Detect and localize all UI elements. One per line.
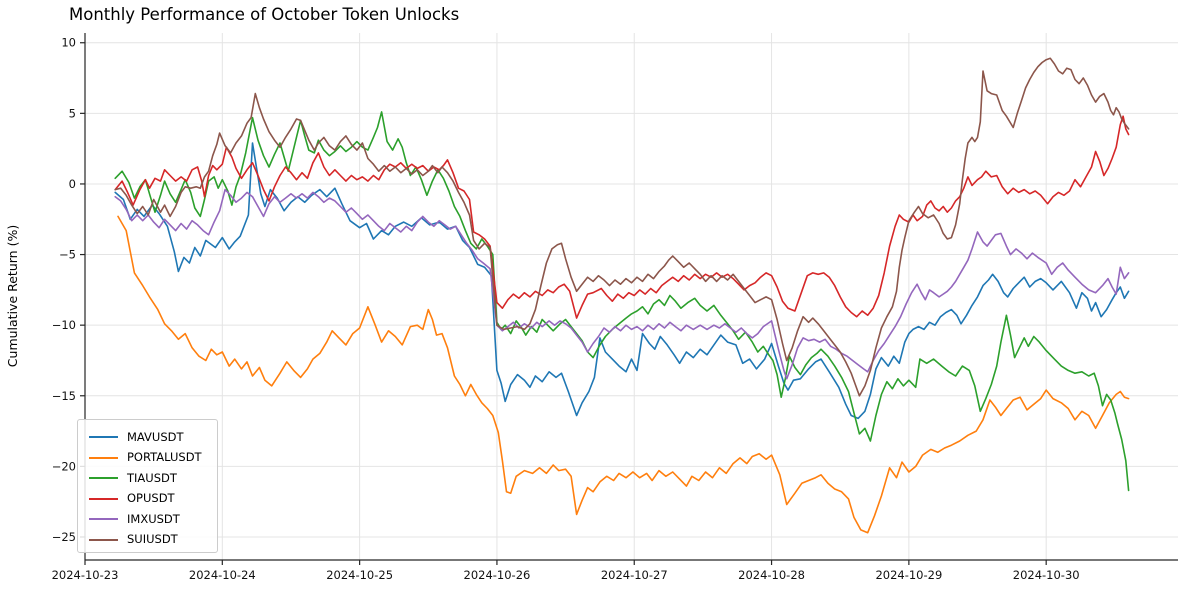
svg-text:−20: −20 xyxy=(52,459,76,473)
legend-label: IMXUSDT xyxy=(127,511,180,526)
svg-text:−25: −25 xyxy=(52,530,76,544)
svg-text:5: 5 xyxy=(69,106,76,120)
chart-title: Monthly Performance of October Token Unl… xyxy=(69,5,460,24)
legend-item-tiausdt: TIAUSDT xyxy=(89,468,217,489)
grid-lines xyxy=(84,33,1178,560)
svg-text:2024-10-27: 2024-10-27 xyxy=(601,568,668,582)
svg-text:−10: −10 xyxy=(52,318,76,332)
svg-text:2024-10-29: 2024-10-29 xyxy=(875,568,942,582)
svg-text:2024-10-28: 2024-10-28 xyxy=(738,568,805,582)
svg-text:−5: −5 xyxy=(59,248,76,262)
legend-label: PORTALUSDT xyxy=(127,450,202,464)
legend-item-opusdt: OPUSDT xyxy=(89,489,217,510)
legend-line-swatch xyxy=(89,497,118,500)
svg-text:0: 0 xyxy=(69,177,76,191)
legend-item-suiusdt: SUIUSDT xyxy=(89,530,217,551)
svg-text:2024-10-26: 2024-10-26 xyxy=(464,568,531,582)
legend-item-imxusdt: IMXUSDT xyxy=(89,509,217,530)
y-axis-label: Cumulative Return (%) xyxy=(5,225,20,367)
legend-label: OPUSDT xyxy=(127,491,175,505)
svg-text:2024-10-30: 2024-10-30 xyxy=(1013,568,1080,582)
legend-item-mavusdt: MAVUSDT xyxy=(89,427,217,448)
svg-text:2024-10-24: 2024-10-24 xyxy=(189,568,256,582)
series-lines xyxy=(114,57,1130,534)
legend-line-swatch xyxy=(89,538,118,541)
legend-line-swatch xyxy=(89,436,118,439)
svg-text:2024-10-25: 2024-10-25 xyxy=(326,568,393,582)
legend-label: MAVUSDT xyxy=(127,429,184,444)
svg-text:10: 10 xyxy=(61,36,76,50)
legend-line-swatch xyxy=(89,477,118,480)
axes-and-ticks: 10 5 0 −5 −10 −15 −20 −25 2024-10-23 2024-10-24 20… xyxy=(52,33,1178,582)
legend-label: TIAUSDT xyxy=(127,470,177,485)
svg-text:2024-10-23: 2024-10-23 xyxy=(52,568,119,582)
legend-item-portalusdt: PORTALUSDT xyxy=(89,448,217,469)
legend-line-swatch xyxy=(89,518,118,521)
legend: MAVUSDT PORTALUSDT TIAUSDT OPUSDT IMXUSD… xyxy=(77,419,218,553)
legend-label: SUIUSDT xyxy=(127,532,178,546)
svg-text:−15: −15 xyxy=(52,389,76,403)
legend-line-swatch xyxy=(89,456,118,459)
